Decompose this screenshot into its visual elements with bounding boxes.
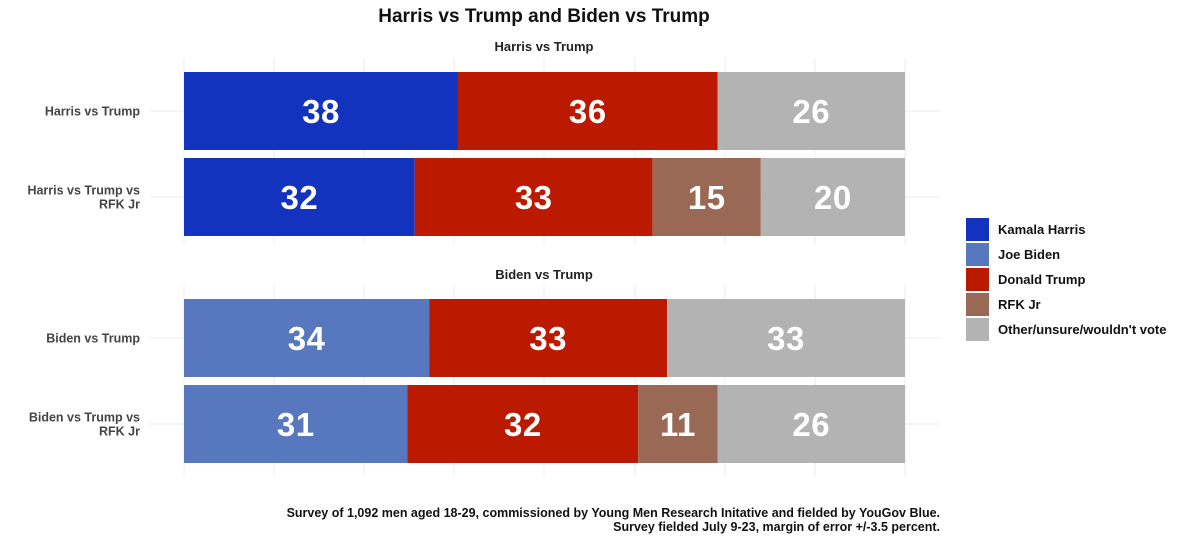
legend-swatch: [966, 318, 989, 341]
legend-item-kamala-harris: Kamala Harris: [966, 218, 1085, 241]
y-axis-label: Harris vs Trump vs: [27, 184, 140, 198]
facet-title: Harris vs Trump: [495, 39, 594, 54]
bar-segment-joe-biden: [184, 299, 430, 377]
legend-swatch: [966, 218, 989, 241]
legend-label: Donald Trump: [998, 272, 1085, 287]
data-label: 32: [281, 179, 319, 216]
legend-item-other-unsure-wouldn-t-vote: Other/unsure/wouldn't vote: [966, 318, 1167, 341]
data-label: 15: [688, 179, 726, 216]
bar-segment-donald-trump: [429, 299, 668, 377]
bar-segment-other-unsure-wouldn-t-vote: [760, 158, 905, 236]
legend-swatch: [966, 243, 989, 266]
data-label: 33: [767, 320, 805, 357]
chart-title: Harris vs Trump and Biden vs Trump: [378, 6, 710, 27]
data-label: 34: [288, 320, 326, 357]
data-label: 32: [504, 406, 542, 443]
legend-swatch: [966, 268, 989, 291]
data-label: 11: [660, 406, 696, 443]
bar-segment-other-unsure-wouldn-t-vote: [717, 72, 905, 150]
data-label: 31: [277, 406, 315, 443]
data-label: 38: [302, 93, 340, 130]
legend-swatch: [966, 293, 989, 316]
legend-label: RFK Jr: [998, 297, 1041, 312]
y-axis-label: RFK Jr: [99, 425, 140, 439]
legend-item-joe-biden: Joe Biden: [966, 243, 1060, 266]
facet-title: Biden vs Trump: [495, 267, 593, 282]
legend-label: Other/unsure/wouldn't vote: [998, 322, 1167, 337]
data-label: 33: [515, 179, 553, 216]
bar-segment-rfk-jr: [638, 385, 718, 463]
data-label: 26: [792, 406, 830, 443]
legend: Kamala Harris Joe Biden Donald Trump RFK Jr…: [966, 218, 1167, 341]
bar-segment-other-unsure-wouldn-t-vote: [667, 299, 905, 377]
legend-label: Kamala Harris: [998, 222, 1085, 237]
legend-item-donald-trump: Donald Trump: [966, 268, 1085, 291]
bar-segment-rfk-jr: [652, 158, 761, 236]
data-label: 36: [569, 93, 607, 130]
y-axis-label: RFK Jr: [99, 198, 140, 212]
y-axis-label: Harris vs Trump: [45, 105, 141, 119]
caption-line: Survey fielded July 9-23, margin of erro…: [613, 520, 940, 534]
x-axis-ticks: [183, 463, 906, 476]
bar-segment-joe-biden: [184, 385, 408, 463]
y-axis-label: Biden vs Trump: [46, 332, 140, 346]
legend-item-rfk-jr: RFK Jr: [966, 293, 1041, 316]
bar-segment-other-unsure-wouldn-t-vote: [717, 385, 905, 463]
data-label: 26: [792, 93, 830, 130]
bar-segment-kamala-harris: [184, 72, 458, 150]
bar-segment-donald-trump: [407, 385, 639, 463]
caption: Survey of 1,092 men aged 18-29, commissi…: [287, 506, 940, 534]
data-label: 20: [814, 179, 852, 216]
data-label: 33: [529, 320, 567, 357]
bar-segment-donald-trump: [414, 158, 653, 236]
bar-segment-donald-trump: [457, 72, 718, 150]
y-axis-label: Biden vs Trump vs: [29, 411, 140, 425]
caption-line: Survey of 1,092 men aged 18-29, commissi…: [287, 506, 940, 520]
bar-segment-kamala-harris: [184, 158, 415, 236]
bar-row: Harris vs Trump 38 36 26: [45, 72, 905, 150]
bar-row: Biden vs Trump 34 33 33: [46, 299, 905, 377]
legend-label: Joe Biden: [998, 247, 1060, 262]
